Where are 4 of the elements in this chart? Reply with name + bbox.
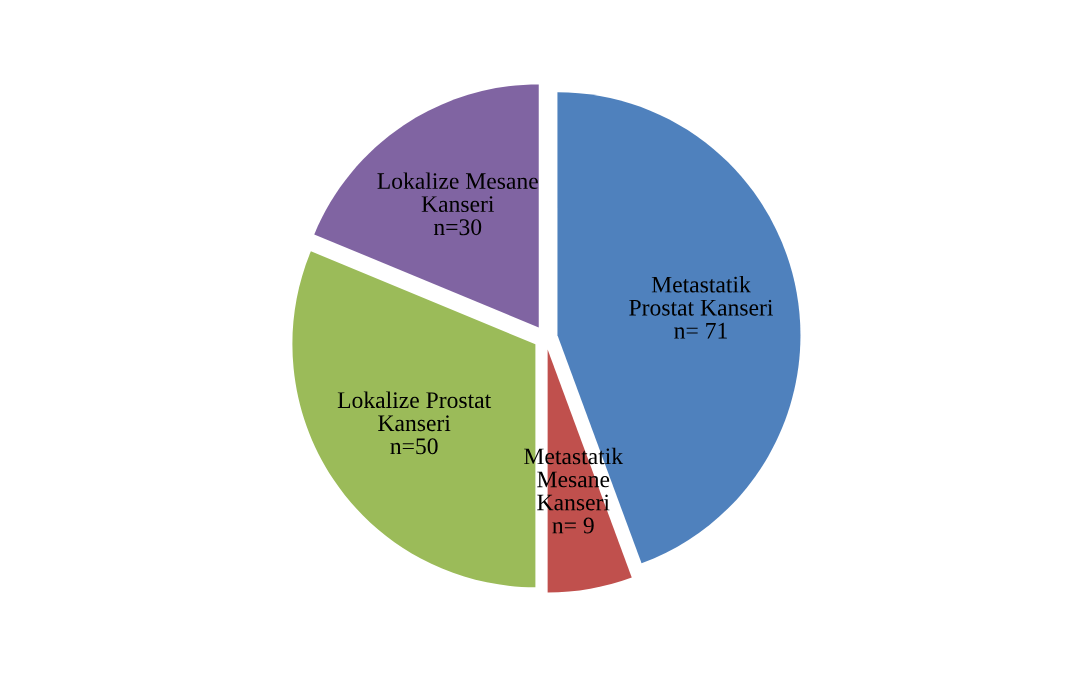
data-label: n=50 bbox=[390, 438, 438, 455]
data-label: n=30 bbox=[433, 219, 482, 236]
data-label: n= 9 bbox=[552, 517, 594, 534]
data-label: n= 71 bbox=[674, 322, 727, 339]
